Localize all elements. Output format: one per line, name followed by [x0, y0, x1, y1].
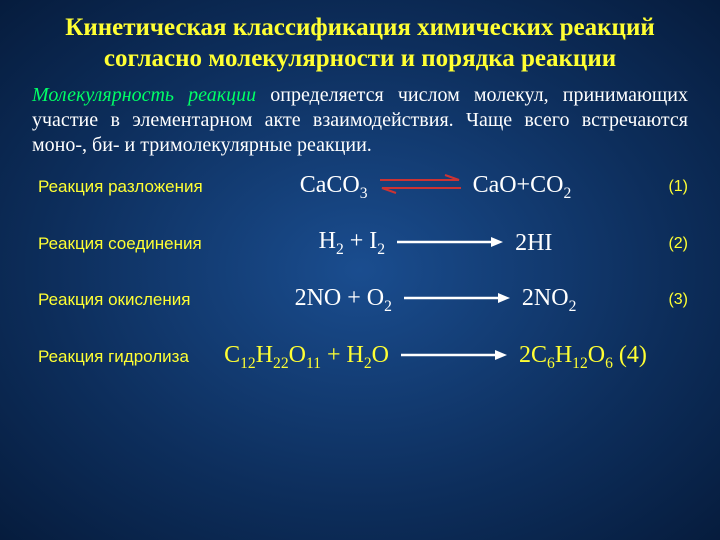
reaction-number: (1) — [648, 178, 688, 196]
equilibrium-arrow-icon — [378, 174, 463, 199]
reaction-right: CaO+CO2 — [473, 172, 572, 203]
reaction-number: (2) — [648, 235, 688, 253]
reaction-number: (3) — [648, 291, 688, 309]
reaction-label: Реакция гидролиза — [38, 347, 223, 367]
reaction-right: 2NO2 — [522, 285, 576, 316]
reaction-left: H2 + I2 — [319, 228, 385, 259]
reaction-row: Реакция разложенияCaCO3 CaO+CO2(1) — [38, 172, 688, 203]
paragraph-emph: Молекулярность реакции — [32, 84, 256, 106]
reactions-list: Реакция разложенияCaCO3 CaO+CO2(1)Реакци… — [32, 172, 688, 373]
reaction-label: Реакция соединения — [38, 234, 223, 254]
reaction-label: Реакция разложения — [38, 177, 223, 197]
reaction-label: Реакция окисления — [38, 290, 223, 310]
reaction-row: Реакция окисления2NO + O2 2NO2(3) — [38, 285, 688, 316]
reaction-right: 2C6H12O6 (4) — [519, 342, 647, 373]
reaction-formula: CaCO3 CaO+CO2 — [223, 172, 648, 203]
slide-paragraph: Молекулярность реакции определяется числ… — [32, 83, 688, 158]
forward-arrow-icon — [395, 235, 505, 253]
reaction-left: CaCO3 — [300, 172, 368, 203]
reaction-row: Реакция гидролизаC12H22O11 + H2O 2C6H12O… — [38, 342, 688, 373]
reaction-formula: C12H22O11 + H2O 2C6H12O6 (4) — [223, 342, 648, 373]
reaction-left: 2NO + O2 — [295, 285, 392, 316]
reaction-formula: H2 + I2 2HI — [223, 228, 648, 259]
forward-arrow-icon — [402, 291, 512, 309]
reaction-formula: 2NO + O2 2NO2 — [223, 285, 648, 316]
reaction-row: Реакция соединенияH2 + I2 2HI(2) — [38, 228, 688, 259]
reaction-left: C12H22O11 + H2O — [224, 342, 389, 373]
forward-arrow-icon — [399, 348, 509, 366]
slide-title: Кинетическая классификация химических ре… — [32, 12, 688, 75]
reaction-right: 2HI — [515, 230, 552, 257]
